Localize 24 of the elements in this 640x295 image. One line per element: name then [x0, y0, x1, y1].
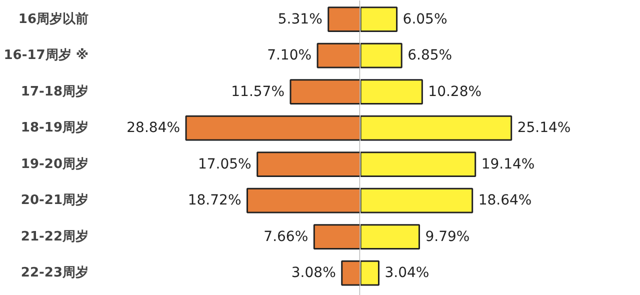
data-label: 6.05%	[402, 11, 448, 28]
data-label: 25.14%	[517, 120, 571, 136]
y-tick-label: 19-20周岁	[20, 156, 88, 172]
y-tick-label: 16-17周岁 ※	[4, 48, 89, 64]
data-label: 18.72%	[188, 192, 242, 209]
data-label: 3.04%	[384, 265, 430, 282]
data-label: 10.28%	[428, 84, 482, 100]
y-tick-label: 20-21周岁	[20, 193, 88, 208]
data-label: 11.57%	[231, 84, 285, 100]
y-tick-label: 18-19周岁	[20, 120, 88, 136]
data-label: 28.84%	[126, 120, 180, 136]
data-label: 18.64%	[478, 192, 532, 209]
data-label: 7.66%	[264, 228, 308, 245]
data-label: 17.05%	[198, 156, 252, 172]
y-tick-label: 21-22周岁	[20, 229, 88, 244]
data-label: 6.85%	[408, 48, 452, 64]
data-label: 9.79%	[425, 228, 470, 245]
data-label: 5.31%	[278, 11, 322, 28]
data-label: 3.08%	[291, 265, 336, 282]
y-tick-label: 22-23周岁	[20, 266, 88, 281]
data-label: 19.14%	[481, 156, 535, 172]
y-tick-label: 17-18周岁	[20, 84, 88, 100]
y-tick-label: 16周岁以前	[18, 12, 89, 27]
data-label: 7.10%	[267, 48, 312, 64]
